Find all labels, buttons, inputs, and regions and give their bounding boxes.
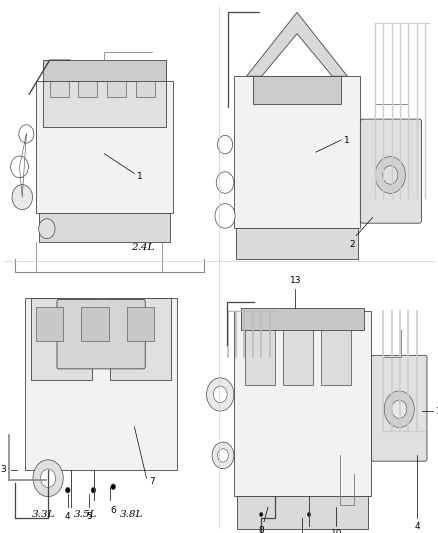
FancyBboxPatch shape <box>371 356 427 461</box>
Text: 2: 2 <box>350 240 355 249</box>
Bar <box>39 213 170 242</box>
Polygon shape <box>247 12 347 76</box>
Circle shape <box>33 460 63 497</box>
Bar <box>127 306 154 341</box>
Circle shape <box>384 391 414 427</box>
Circle shape <box>19 125 34 143</box>
Bar <box>78 71 97 97</box>
Circle shape <box>12 184 32 209</box>
FancyBboxPatch shape <box>234 76 360 228</box>
FancyBboxPatch shape <box>241 308 364 330</box>
Bar <box>49 71 69 97</box>
FancyBboxPatch shape <box>43 60 166 81</box>
FancyBboxPatch shape <box>283 320 313 385</box>
Text: 13: 13 <box>290 277 301 286</box>
Circle shape <box>212 442 234 469</box>
Text: 5: 5 <box>86 513 92 521</box>
Circle shape <box>218 135 233 154</box>
FancyBboxPatch shape <box>36 81 173 213</box>
Text: 3.3L: 3.3L <box>32 510 55 519</box>
Circle shape <box>392 400 407 418</box>
FancyBboxPatch shape <box>360 119 421 223</box>
Text: 3.5L: 3.5L <box>74 510 98 519</box>
Circle shape <box>41 469 56 487</box>
Circle shape <box>218 449 229 462</box>
Circle shape <box>307 513 311 516</box>
Text: 1: 1 <box>137 172 143 181</box>
FancyBboxPatch shape <box>32 298 92 381</box>
Circle shape <box>39 219 55 239</box>
FancyBboxPatch shape <box>253 76 341 103</box>
Circle shape <box>91 488 96 493</box>
FancyBboxPatch shape <box>25 298 177 470</box>
Text: 1: 1 <box>344 135 350 144</box>
Text: 4: 4 <box>65 513 71 521</box>
Text: 3: 3 <box>1 465 7 474</box>
Text: 3.8L: 3.8L <box>120 510 143 519</box>
Text: 6: 6 <box>110 506 116 515</box>
Text: 7: 7 <box>149 477 155 486</box>
Bar <box>107 71 126 97</box>
Circle shape <box>215 204 235 228</box>
FancyBboxPatch shape <box>43 81 166 127</box>
Circle shape <box>213 386 227 403</box>
FancyBboxPatch shape <box>234 311 371 496</box>
Circle shape <box>375 157 406 193</box>
Text: 2.4L: 2.4L <box>131 243 154 252</box>
Bar <box>237 496 368 529</box>
FancyBboxPatch shape <box>57 300 145 369</box>
Bar <box>237 228 357 259</box>
Text: 8: 8 <box>258 526 264 533</box>
Text: 10: 10 <box>331 529 342 533</box>
Bar <box>81 306 109 341</box>
FancyBboxPatch shape <box>321 320 351 385</box>
Circle shape <box>111 484 116 489</box>
Circle shape <box>11 156 28 177</box>
FancyBboxPatch shape <box>245 320 275 385</box>
FancyBboxPatch shape <box>110 298 171 381</box>
Text: 4: 4 <box>414 522 420 531</box>
Circle shape <box>383 166 398 184</box>
Bar <box>36 306 63 341</box>
Text: 11: 11 <box>436 407 438 416</box>
Bar <box>136 71 155 97</box>
Circle shape <box>66 488 70 493</box>
Circle shape <box>216 172 234 193</box>
Circle shape <box>207 378 234 411</box>
Circle shape <box>260 513 263 516</box>
